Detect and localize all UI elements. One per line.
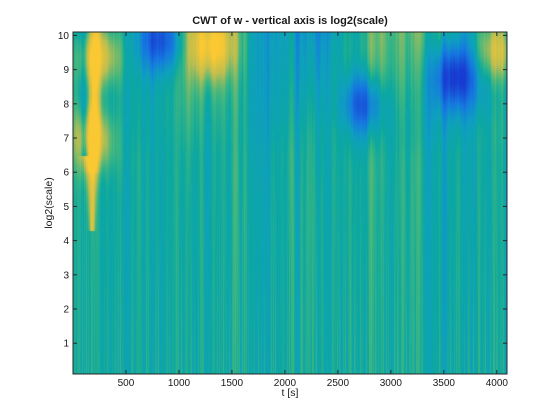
x-axis-ticks: 500 1000 1500 2000 2500 3000 3500 4000 bbox=[118, 32, 509, 389]
y-tick-label: 2 bbox=[63, 305, 69, 316]
y-tick-label: 4 bbox=[63, 236, 69, 247]
y-axis-ticks: 1 2 3 4 5 6 7 8 9 10 bbox=[58, 31, 507, 350]
x-tick-label: 3500 bbox=[433, 378, 456, 389]
y-tick-label: 5 bbox=[63, 202, 69, 213]
y-axis-label: log2(scale) bbox=[43, 177, 55, 228]
plot-frame bbox=[72, 31, 508, 375]
plot-area bbox=[72, 31, 508, 375]
y-tick-label: 9 bbox=[63, 65, 69, 76]
y-tick-label: 3 bbox=[63, 270, 69, 281]
y-tick-label: 10 bbox=[58, 31, 70, 42]
x-axis-label: t [s] bbox=[282, 387, 299, 399]
x-tick-label: 4000 bbox=[486, 378, 509, 389]
heatmap-image bbox=[73, 32, 507, 374]
y-tick-label: 6 bbox=[63, 168, 69, 179]
chart-title: CWT of w - vertical axis is log2(scale) bbox=[192, 15, 388, 27]
x-tick-label: 1500 bbox=[221, 378, 244, 389]
y-tick-label: 8 bbox=[63, 99, 69, 110]
x-tick-label: 3000 bbox=[380, 378, 403, 389]
y-tick-label: 7 bbox=[63, 134, 69, 145]
y-tick-label: 1 bbox=[63, 339, 69, 350]
x-tick-label: 2000 bbox=[274, 378, 297, 389]
x-tick-label: 1000 bbox=[168, 378, 191, 389]
x-tick-label: 2500 bbox=[327, 378, 350, 389]
x-tick-label: 500 bbox=[118, 378, 135, 389]
